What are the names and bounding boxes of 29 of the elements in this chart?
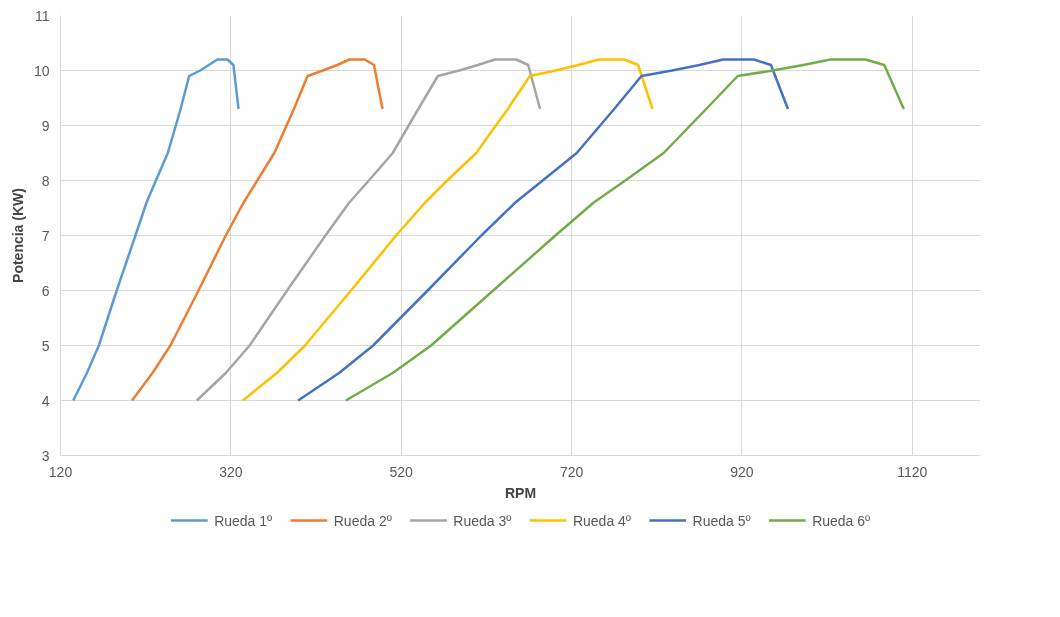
y-tick-label: 10: [33, 62, 50, 79]
x-axis-title: RPM: [504, 484, 537, 501]
y-tick-label: 9: [41, 117, 50, 134]
legend-label: Rueda 1º: [214, 512, 273, 529]
line-series: [72, 58, 240, 402]
y-tick-label: 11: [34, 7, 50, 24]
x-tick-label: 120: [48, 463, 73, 480]
x-tick-label: 320: [219, 463, 243, 480]
x-tick-label: 1120: [897, 463, 928, 480]
legend-label: Rueda 3º: [453, 512, 512, 529]
line-series: [344, 58, 906, 402]
line-series: [296, 58, 790, 402]
line-series: [130, 58, 384, 402]
y-tick-label: 5: [41, 337, 50, 354]
legend-label: Rueda 6º: [812, 512, 871, 529]
x-tick-label: 920: [730, 463, 754, 480]
y-axis-title: Potencia (KW): [9, 188, 26, 283]
line-series: [195, 58, 542, 402]
legend-label: Rueda 5º: [692, 512, 751, 529]
y-tick-label: 6: [41, 282, 50, 299]
y-tick-label: 4: [41, 392, 50, 409]
line-series: [241, 58, 654, 402]
y-tick-label: 8: [41, 172, 50, 189]
x-tick-label: 520: [389, 463, 414, 480]
legend-label: Rueda 4º: [572, 512, 631, 529]
legend-label: Rueda 2º: [333, 512, 392, 529]
y-tick-label: 3: [41, 447, 50, 464]
x-tick-label: 720: [559, 463, 584, 480]
y-tick-label: 7: [41, 227, 50, 244]
